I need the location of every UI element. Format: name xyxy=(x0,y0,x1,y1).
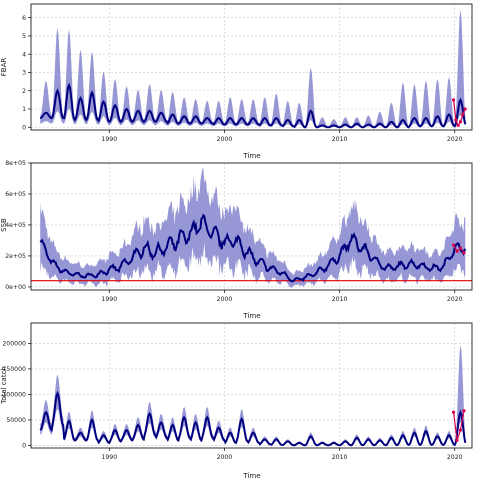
recent-point xyxy=(458,246,463,250)
fbar-ylabel: FBAR xyxy=(0,58,8,77)
y-tick-label: 0e+00 xyxy=(5,284,26,291)
y-tick-label: 150000 xyxy=(2,366,26,373)
recent-point xyxy=(463,107,467,111)
confidence-band xyxy=(40,167,466,289)
catch-xlabel: Time xyxy=(242,472,260,480)
y-tick-label: 50000 xyxy=(6,417,26,424)
confidence-band xyxy=(40,9,466,128)
recent-point xyxy=(451,243,456,247)
y-tick-label: 0 xyxy=(22,124,26,131)
y-tick-label: 2e+05 xyxy=(5,253,26,260)
ssb-panel: SSB Time 1990 2000 2010 2020 0e+00 2e+05 4e+05… xyxy=(0,160,473,320)
y-tick-label: 4 xyxy=(22,51,26,58)
recent-point xyxy=(455,249,459,253)
y-tick-label: 4e+05 xyxy=(5,222,26,229)
recent-line xyxy=(452,410,465,441)
x-tick-label: 2010 xyxy=(332,296,348,303)
catch-ylabel: Total catch xyxy=(0,366,8,405)
x-tick-label: 2010 xyxy=(332,136,348,143)
y-tick-label: 100000 xyxy=(2,392,26,399)
recent-point xyxy=(462,251,466,255)
y-tick-label: 2 xyxy=(22,88,26,95)
median-line xyxy=(39,82,467,129)
x-tick-label: 2020 xyxy=(447,136,463,143)
recent-point xyxy=(456,123,460,128)
x-tick-label: 1990 xyxy=(101,136,117,143)
y-tick-label: 8e+05 xyxy=(5,160,26,167)
x-tick-label: 2020 xyxy=(447,454,463,461)
median-line xyxy=(39,213,467,283)
ssb-xlabel: Time xyxy=(242,312,260,320)
y-tick-label: 5 xyxy=(22,33,26,40)
recent-point xyxy=(451,410,456,414)
recent-point xyxy=(454,118,458,122)
plot-frame xyxy=(30,3,473,131)
x-tick-label: 2000 xyxy=(217,454,233,461)
median-line xyxy=(39,390,467,447)
y-tick-label: 200000 xyxy=(2,341,26,348)
x-tick-label: 1990 xyxy=(101,296,117,303)
confidence-band xyxy=(40,344,466,446)
fbar-panel: FBAR Time 1990 2000 2010 2020 0 1 2 3 4 5 6 xyxy=(0,3,473,160)
recent-point xyxy=(451,98,456,102)
recent-line xyxy=(453,244,465,254)
fbar-xlabel: Time xyxy=(242,152,260,160)
y-tick-label: 6e+05 xyxy=(5,191,26,198)
catch-panel: Total catch Time 1990 2000 2010 2020 0 50000 1… xyxy=(0,322,473,480)
recent-point xyxy=(461,112,465,117)
x-tick-label: 2020 xyxy=(447,296,463,303)
recent-point xyxy=(458,428,463,432)
x-tick-label: 2000 xyxy=(217,136,233,143)
x-tick-label: 1990 xyxy=(101,454,117,461)
plot-frame xyxy=(30,162,473,291)
x-tick-label: 2010 xyxy=(332,454,348,461)
y-tick-label: 1 xyxy=(22,106,26,113)
y-tick-label: 3 xyxy=(22,70,26,77)
y-tick-label: 6 xyxy=(22,15,26,22)
y-tick-label: 0 xyxy=(22,443,26,450)
ssb-ylabel: SSB xyxy=(0,218,8,232)
x-tick-label: 2000 xyxy=(217,296,233,303)
plot-frame xyxy=(30,322,473,449)
recent-point xyxy=(455,438,459,442)
recent-point xyxy=(458,120,463,124)
recent-point xyxy=(462,409,466,413)
